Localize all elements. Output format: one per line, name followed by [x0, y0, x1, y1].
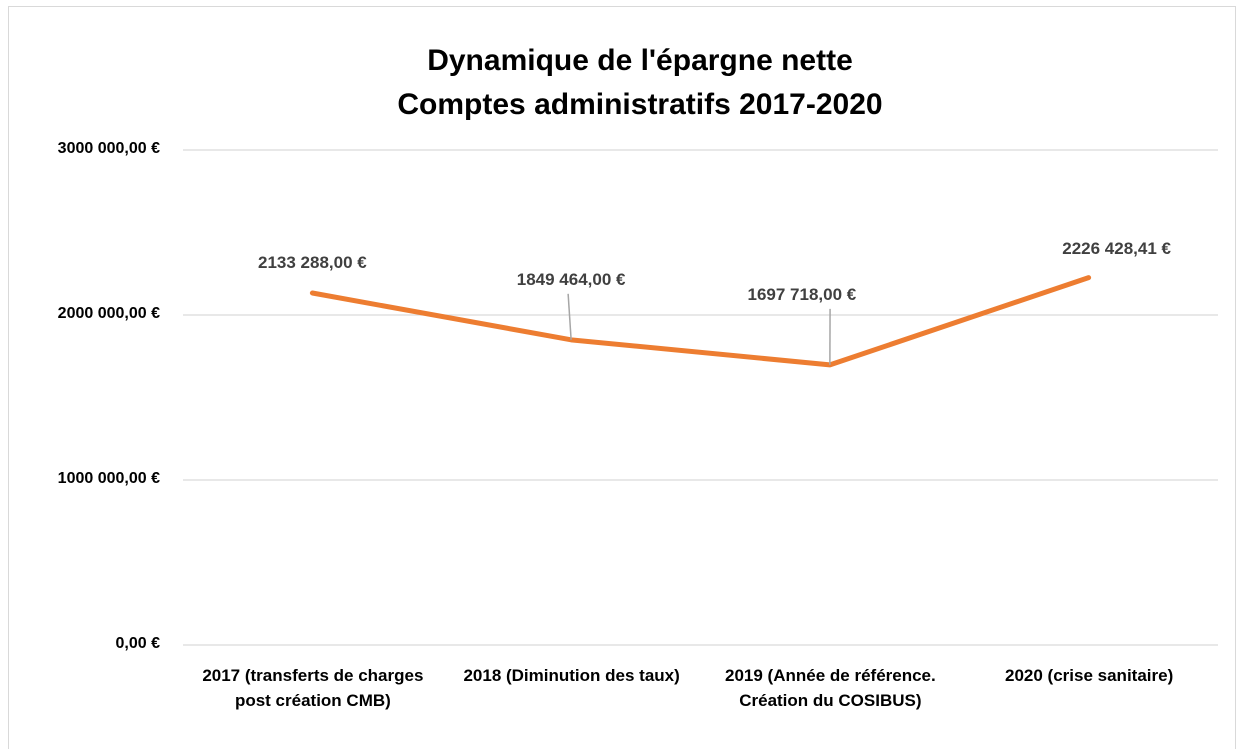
chart-frame — [8, 6, 1236, 749]
x-tick-label: 2019 (Année de référence. Création du CO… — [725, 666, 936, 710]
x-tick-label: 2017 (transferts de charges post créatio… — [202, 666, 424, 710]
chart-title: Dynamique de l'épargne nette — [427, 44, 853, 77]
leader-line — [567, 293, 572, 340]
y-tick-label: 2000 000,00 € — [57, 305, 160, 322]
data-label: 2133 288,00 € — [258, 253, 367, 272]
data-line — [309, 275, 1092, 368]
chart-subtitle: Comptes administratifs 2017-2020 — [397, 88, 883, 121]
x-tick-label: 2018 (Diminution des taux) — [463, 666, 680, 685]
y-tick-label: 0,00 € — [115, 635, 160, 652]
data-label: 1849 464,00 € — [516, 269, 626, 289]
y-tick-label: 1000 000,00 € — [57, 470, 160, 487]
x-tick-label: 2020 (crise sanitaire) — [1005, 666, 1174, 685]
data-label: 1697 718,00 € — [747, 284, 857, 304]
y-tick-label: 3000 000,00 € — [57, 140, 160, 157]
data-label: 2226 428,41 € — [1062, 238, 1171, 258]
